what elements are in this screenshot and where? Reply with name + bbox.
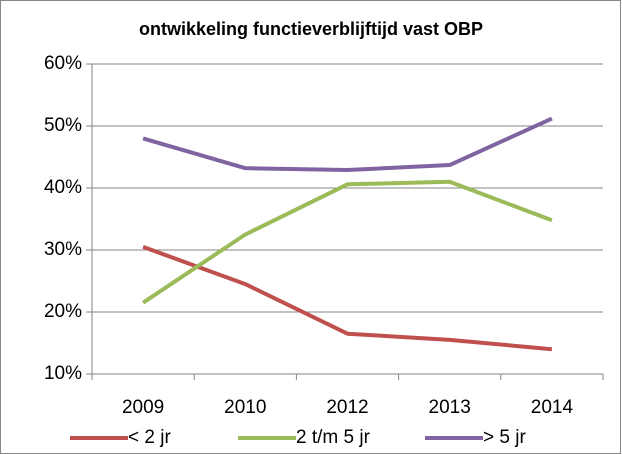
legend-label: 2 t/m 5 jr [296,427,371,448]
y-tick-label: 30% [44,239,82,260]
y-tick-label: 50% [44,115,82,136]
y-tick-label: 10% [44,363,82,384]
x-tick-label: 2012 [326,397,368,418]
chart-title: ontwikkeling functieverblijftijd vast OB… [139,19,483,39]
x-tick-label: 2009 [122,397,164,418]
legend-label: < 2 jr [128,427,171,448]
series-line [142,116,553,173]
legend-label: > 5 jr [483,427,526,448]
x-tick-label: 2010 [224,397,266,418]
x-tick-label: 2013 [429,397,471,418]
x-tick-label: 2014 [531,397,574,418]
y-tick-label: 20% [44,301,82,322]
series-line [141,179,553,305]
y-tick-label: 40% [44,177,82,198]
y-tick-label: 60% [44,53,82,74]
series-line [142,245,553,352]
